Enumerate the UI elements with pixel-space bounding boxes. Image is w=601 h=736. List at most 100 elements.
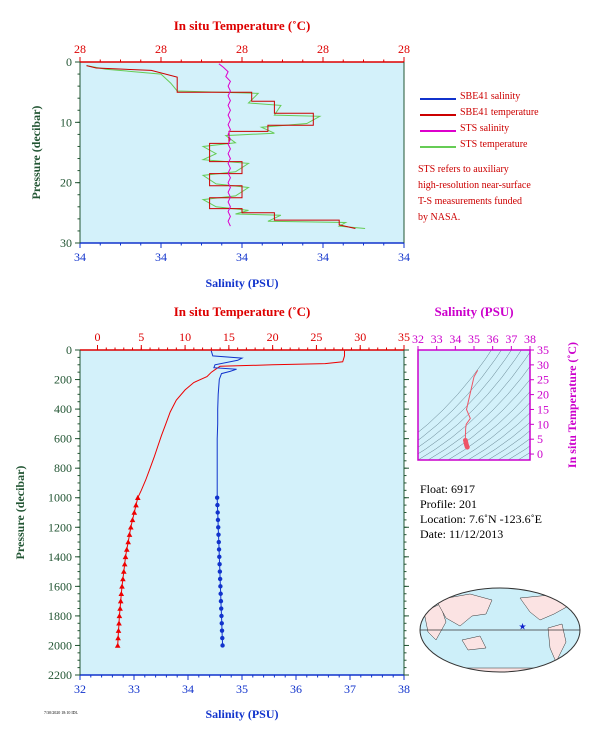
y-tick-label-1-2: 20 [60,176,72,190]
ts-top-tick-label-6: 38 [524,332,536,346]
isoline-7 [447,391,530,460]
isoline-13 [507,445,530,460]
salinity-marker-17 [219,621,224,626]
salinity-marker-8 [217,554,222,560]
sts-note-line-4: by NASA. [418,212,461,223]
bottom-axis-title-1: Salinity (PSU) [205,276,278,290]
ts-right-tick-label-0: 0 [537,447,543,461]
land-australia [461,635,487,651]
land-africa [423,603,447,641]
sts-note-line-2: high-resolution near-surface [418,180,531,191]
y-tick-label-1-3: 30 [60,236,72,250]
bottom-tick-label-2-6: 38 [398,682,410,696]
temperature-marker-7 [124,546,130,552]
isoline-0 [418,350,492,433]
isoline-12 [497,438,530,460]
salinity-marker-2 [215,510,220,515]
sts-note-line-3: T-S measurements funded [418,196,523,207]
legend-label-sbe41-temperature: SBE41 temperature [460,107,539,118]
world-map [420,588,580,672]
temperature-marker-4 [128,524,134,530]
temperature-marker-16 [116,613,123,619]
ts-top-tick-label-5: 37 [505,332,517,346]
top-tick-label-1-3: 28 [317,42,329,56]
temperature-marker-18 [115,627,122,633]
y-tick-label-2-10: 2000 [48,638,72,652]
isoline-11 [487,430,530,460]
salinity-marker-9 [217,562,222,567]
temperature-marker-11 [120,576,126,582]
ts-top-axis-title: Salinity (PSU) [434,304,513,319]
top-axis-title-1: In situ Temperature (˚C) [174,18,311,33]
salinity-marker-7 [216,547,222,552]
ts-marker-5 [464,444,470,450]
y-tick-label-2-9: 1800 [48,609,72,623]
salinity-marker-10 [217,569,223,574]
salinity-marker-13 [218,591,223,596]
y-axis-title-2: Pressure (decibar) [13,466,27,560]
bottom-tick-label-2-5: 37 [344,682,356,696]
legend-swatch-sts-salinity [420,130,456,132]
y-tick-label-2-4: 800 [54,461,72,475]
plot-area-ts [418,350,530,460]
y-tick-label-2-11: 2200 [48,668,72,682]
salinity-marker-4 [216,525,221,530]
top-tick-label-2-1: 5 [138,330,144,344]
legend-label-sts-temperature: STS temperature [460,139,528,150]
temperature-marker-17 [116,620,122,626]
legend-label-sbe41-salinity: SBE41 salinity [460,91,521,102]
temperature-marker-3 [129,517,136,523]
ts-top-tick-label-4: 36 [487,332,499,346]
plot-area-main [80,350,404,675]
ts-right-tick-label-7: 35 [537,343,549,357]
salinity-marker-14 [218,598,224,604]
bottom-axis-title-2: Salinity (PSU) [205,707,278,721]
ts-top-tick-label-0: 32 [412,332,424,346]
y-tick-label-1-1: 10 [60,115,72,129]
salinity-marker-11 [217,576,223,582]
map-outline [419,587,581,673]
top-axis-title-2: In situ Temperature (˚C) [174,304,311,319]
y-tick-label-2-2: 400 [54,402,72,416]
salinity-marker-5 [216,532,221,537]
top-tick-label-2-6: 30 [354,330,366,344]
temperature-marker-13 [118,591,125,596]
temperature-marker-9 [121,561,128,567]
salinity-marker-15 [219,606,224,611]
timestamp-stamp: 7/30/2020 18:10 IDL [44,710,78,715]
top-tick-label-1-4: 28 [398,42,410,56]
legend-label-sts-salinity: STS salinity [460,123,510,134]
bottom-tick-label-2-1: 33 [128,682,140,696]
ts-right-tick-label-1: 5 [537,432,543,446]
y-tick-label-1-0: 0 [66,55,72,69]
bottom-tick-label-2-4: 36 [290,682,302,696]
plot-area-top [80,62,404,243]
series-sbe41-temperature [86,65,356,229]
top-tick-label-2-5: 25 [310,330,322,344]
float-info-location: Location: 7.6˚N -123.6˚E [420,512,542,526]
temperature-marker-10 [121,568,127,574]
top-tick-label-1-2: 28 [236,42,248,56]
temperature-marker-19 [115,635,121,641]
series-sts-temperature [86,65,366,229]
y-tick-label-2-5: 1000 [48,491,72,505]
bottom-tick-label-2-2: 34 [182,682,194,696]
isoline-5 [427,366,530,460]
isoline-10 [477,421,530,460]
bottom-tick-label-1-3: 34 [317,250,329,264]
salinity-marker-16 [219,613,224,619]
temperature-marker-5 [126,531,133,537]
ts-right-tick-label-5: 25 [537,373,549,387]
float-info-date: Date: 11/12/2013 [420,527,504,541]
isoline-8 [457,402,530,460]
top-tick-label-2-3: 15 [223,330,235,344]
top-tick-label-2-7: 35 [398,330,410,344]
bottom-tick-label-1-0: 34 [74,250,86,264]
land-asia [435,593,493,627]
isoline-3 [418,350,522,455]
temperature-marker-20 [114,642,121,648]
density-isolines [418,350,530,460]
ts-right-tick-label-3: 15 [537,402,549,416]
bottom-tick-label-1-2: 34 [236,250,248,264]
